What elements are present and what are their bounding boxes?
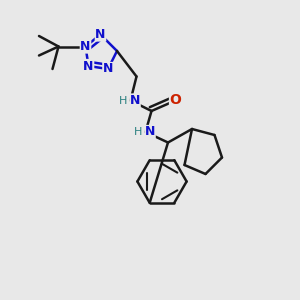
Text: H: H — [119, 95, 127, 106]
Text: N: N — [145, 125, 155, 139]
Text: O: O — [169, 94, 181, 107]
Text: N: N — [130, 94, 140, 107]
Text: N: N — [83, 59, 94, 73]
Text: H: H — [134, 127, 142, 137]
Text: N: N — [80, 40, 91, 53]
Text: N: N — [103, 62, 113, 76]
Text: N: N — [95, 28, 106, 41]
